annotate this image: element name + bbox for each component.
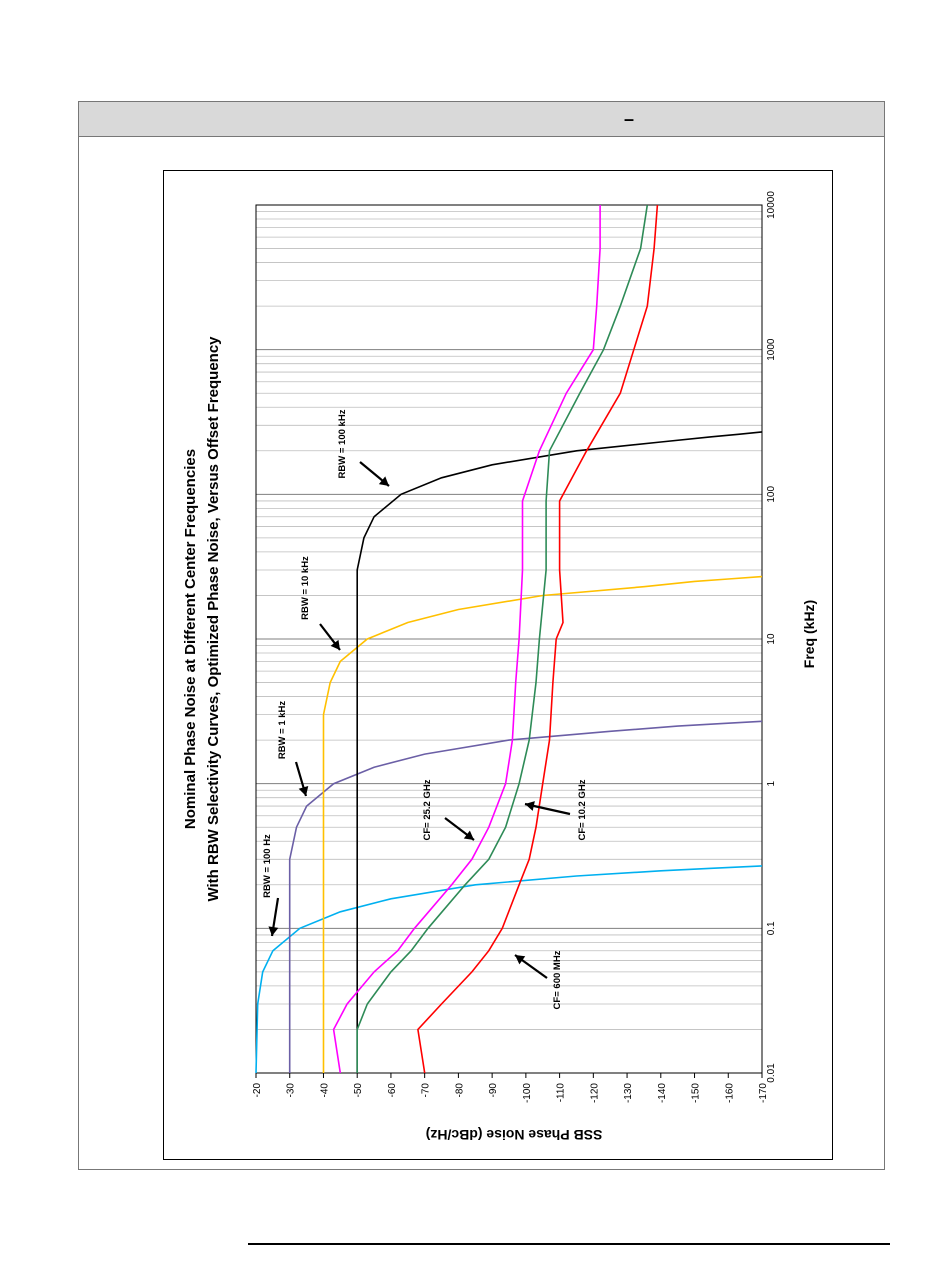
y-tick-label: -60 — [387, 1083, 398, 1098]
y-tick-label: -80 — [454, 1083, 465, 1098]
annotation-arrow-head — [525, 801, 535, 811]
footer-rule — [248, 1243, 890, 1245]
x-axis-label: Freq (kHz) — [801, 600, 817, 668]
series-annotation: RBW = 100 Hz — [262, 834, 273, 898]
x-tick-label: 10000 — [766, 191, 777, 219]
x-tick-label: 0.01 — [766, 1063, 777, 1083]
y-axis-label: SSB Phase Noise (dBc/Hz) — [426, 1127, 603, 1143]
y-tick-label: -120 — [589, 1083, 600, 1103]
y-tick-label: -150 — [691, 1083, 702, 1103]
series-line — [322, 575, 763, 1073]
chart-subtitle: With RBW Selectivity Curves, Optimized P… — [205, 336, 222, 902]
series-annotation: CF= 10.2 GHz — [577, 779, 588, 840]
header-text: – — [624, 109, 635, 129]
series-annotation: RBW = 1 kHz — [277, 701, 288, 760]
x-tick-label: 100 — [766, 486, 777, 503]
x-tick-label: 10 — [766, 633, 777, 645]
x-tick-label: 1 — [766, 780, 777, 786]
y-tick-label: -90 — [488, 1083, 499, 1098]
series-annotation: RBW = 10 kHz — [300, 556, 311, 620]
figure-frame: – — [78, 101, 885, 1170]
series-line — [417, 204, 659, 1074]
series-annotation: CF= 25.2 GHz — [422, 779, 433, 840]
y-tick-label: -160 — [724, 1083, 735, 1103]
plot-frame — [255, 204, 763, 1074]
series-line — [255, 865, 763, 1074]
y-tick-label: -70 — [421, 1083, 432, 1098]
series-line — [356, 431, 763, 1073]
annotation-arrow-head — [330, 639, 340, 650]
y-tick-label: -130 — [623, 1083, 634, 1103]
series-annotation: RBW = 100 kHz — [337, 409, 348, 478]
annotation-arrow-head — [298, 785, 309, 796]
x-tick-label: 1000 — [766, 338, 777, 361]
series-annotation: CF= 600 MHz — [552, 950, 563, 1009]
y-tick-label: -170 — [758, 1083, 769, 1103]
y-tick-label: -110 — [556, 1083, 567, 1103]
annotation-arrow-head — [268, 926, 279, 936]
figure-header: – — [79, 102, 884, 137]
y-tick-label: -140 — [657, 1083, 668, 1103]
chart-title: Nominal Phase Noise at Different Center … — [182, 449, 199, 829]
chart-area — [163, 170, 833, 1160]
y-tick-label: -50 — [353, 1083, 364, 1098]
annotation-arrow-head — [378, 476, 389, 486]
y-tick-label: -100 — [522, 1083, 533, 1103]
series-line — [356, 204, 649, 1073]
annotation-arrow-head — [515, 955, 526, 965]
y-tick-label: -20 — [252, 1083, 263, 1098]
y-tick-label: -30 — [286, 1083, 297, 1098]
series-line — [332, 205, 601, 1074]
x-tick-label: 0.1 — [766, 921, 777, 935]
y-tick-label: -40 — [319, 1083, 330, 1098]
annotation-arrow-head — [463, 830, 474, 840]
series-line — [288, 720, 763, 1073]
